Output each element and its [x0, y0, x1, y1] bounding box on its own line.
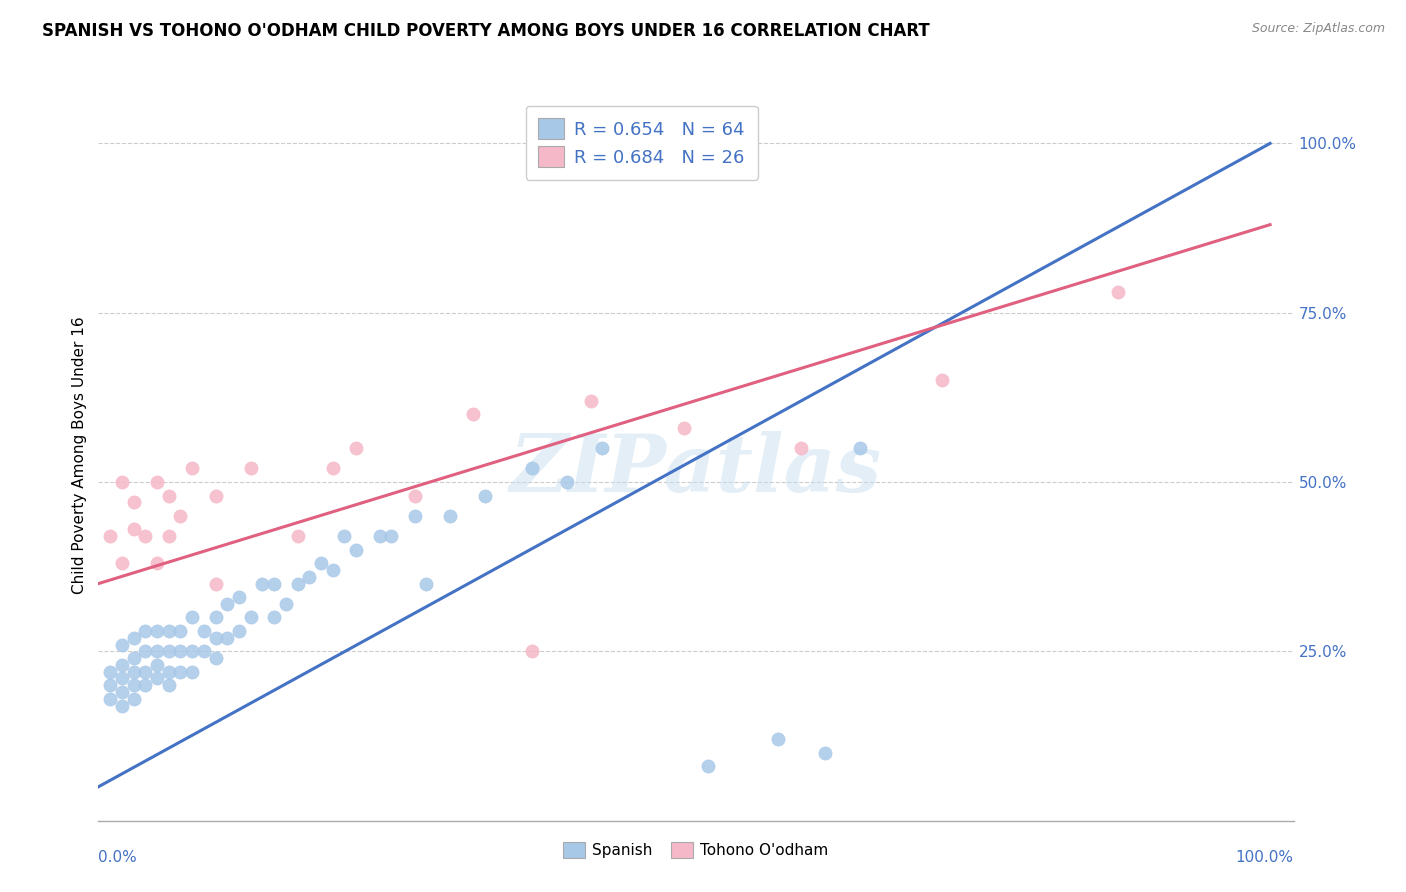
Point — [169, 508, 191, 523]
Point — [814, 746, 837, 760]
Point — [263, 576, 285, 591]
Point — [344, 441, 367, 455]
Point — [157, 529, 180, 543]
Point — [169, 644, 191, 658]
Point — [157, 665, 180, 679]
Point — [591, 441, 613, 455]
Point — [439, 508, 461, 523]
Point — [404, 508, 426, 523]
Point — [181, 461, 204, 475]
Point — [111, 672, 134, 686]
Point — [181, 644, 204, 658]
Point — [169, 665, 191, 679]
Point — [146, 556, 169, 570]
Text: ZIPatlas: ZIPatlas — [510, 431, 882, 508]
Point — [181, 610, 204, 624]
Point — [849, 441, 872, 455]
Point — [134, 644, 156, 658]
Point — [287, 529, 309, 543]
Text: SPANISH VS TOHONO O'ODHAM CHILD POVERTY AMONG BOYS UNDER 16 CORRELATION CHART: SPANISH VS TOHONO O'ODHAM CHILD POVERTY … — [42, 22, 929, 40]
Point — [380, 529, 402, 543]
Point — [204, 651, 226, 665]
Point — [111, 698, 134, 713]
Point — [169, 624, 191, 638]
Point — [134, 624, 156, 638]
Point — [333, 529, 356, 543]
Point — [404, 489, 426, 503]
Point — [146, 672, 169, 686]
Point — [1107, 285, 1129, 300]
Point — [111, 556, 134, 570]
Point — [239, 610, 262, 624]
Point — [98, 678, 121, 692]
Point — [146, 657, 169, 672]
Point — [122, 651, 145, 665]
Point — [98, 529, 121, 543]
Point — [322, 563, 344, 577]
Point — [146, 624, 169, 638]
Point — [204, 576, 226, 591]
Point — [193, 624, 215, 638]
Point — [766, 732, 789, 747]
Point — [228, 624, 250, 638]
Point — [309, 556, 332, 570]
Legend: Spanish, Tohono O'odham: Spanish, Tohono O'odham — [557, 836, 835, 864]
Point — [181, 665, 204, 679]
Point — [134, 665, 156, 679]
Point — [122, 665, 145, 679]
Text: Source: ZipAtlas.com: Source: ZipAtlas.com — [1251, 22, 1385, 36]
Point — [204, 631, 226, 645]
Point — [474, 489, 496, 503]
Point — [579, 393, 602, 408]
Point — [157, 644, 180, 658]
Point — [239, 461, 262, 475]
Point — [111, 685, 134, 699]
Point — [368, 529, 391, 543]
Point — [217, 631, 239, 645]
Point — [520, 644, 543, 658]
Point — [520, 461, 543, 475]
Point — [287, 576, 309, 591]
Y-axis label: Child Poverty Among Boys Under 16: Child Poverty Among Boys Under 16 — [72, 316, 87, 594]
Point — [204, 489, 226, 503]
Point — [122, 523, 145, 537]
Point — [146, 644, 169, 658]
Point — [122, 631, 145, 645]
Point — [122, 495, 145, 509]
Point — [217, 597, 239, 611]
Point — [263, 610, 285, 624]
Point — [111, 638, 134, 652]
Point — [146, 475, 169, 489]
Point — [673, 421, 696, 435]
Point — [122, 691, 145, 706]
Point — [790, 441, 813, 455]
Point — [415, 576, 437, 591]
Point — [228, 590, 250, 604]
Point — [204, 610, 226, 624]
Point — [157, 489, 180, 503]
Point — [555, 475, 578, 489]
Point — [322, 461, 344, 475]
Point — [193, 644, 215, 658]
Text: 100.0%: 100.0% — [1236, 850, 1294, 865]
Point — [696, 759, 718, 773]
Point — [931, 373, 953, 387]
Point — [134, 529, 156, 543]
Point — [122, 678, 145, 692]
Point — [111, 657, 134, 672]
Text: 0.0%: 0.0% — [98, 850, 138, 865]
Point — [98, 665, 121, 679]
Point — [344, 542, 367, 557]
Point — [157, 624, 180, 638]
Point — [98, 691, 121, 706]
Point — [134, 678, 156, 692]
Point — [157, 678, 180, 692]
Point — [252, 576, 274, 591]
Point — [298, 570, 321, 584]
Point — [463, 407, 485, 421]
Point — [274, 597, 297, 611]
Point — [111, 475, 134, 489]
